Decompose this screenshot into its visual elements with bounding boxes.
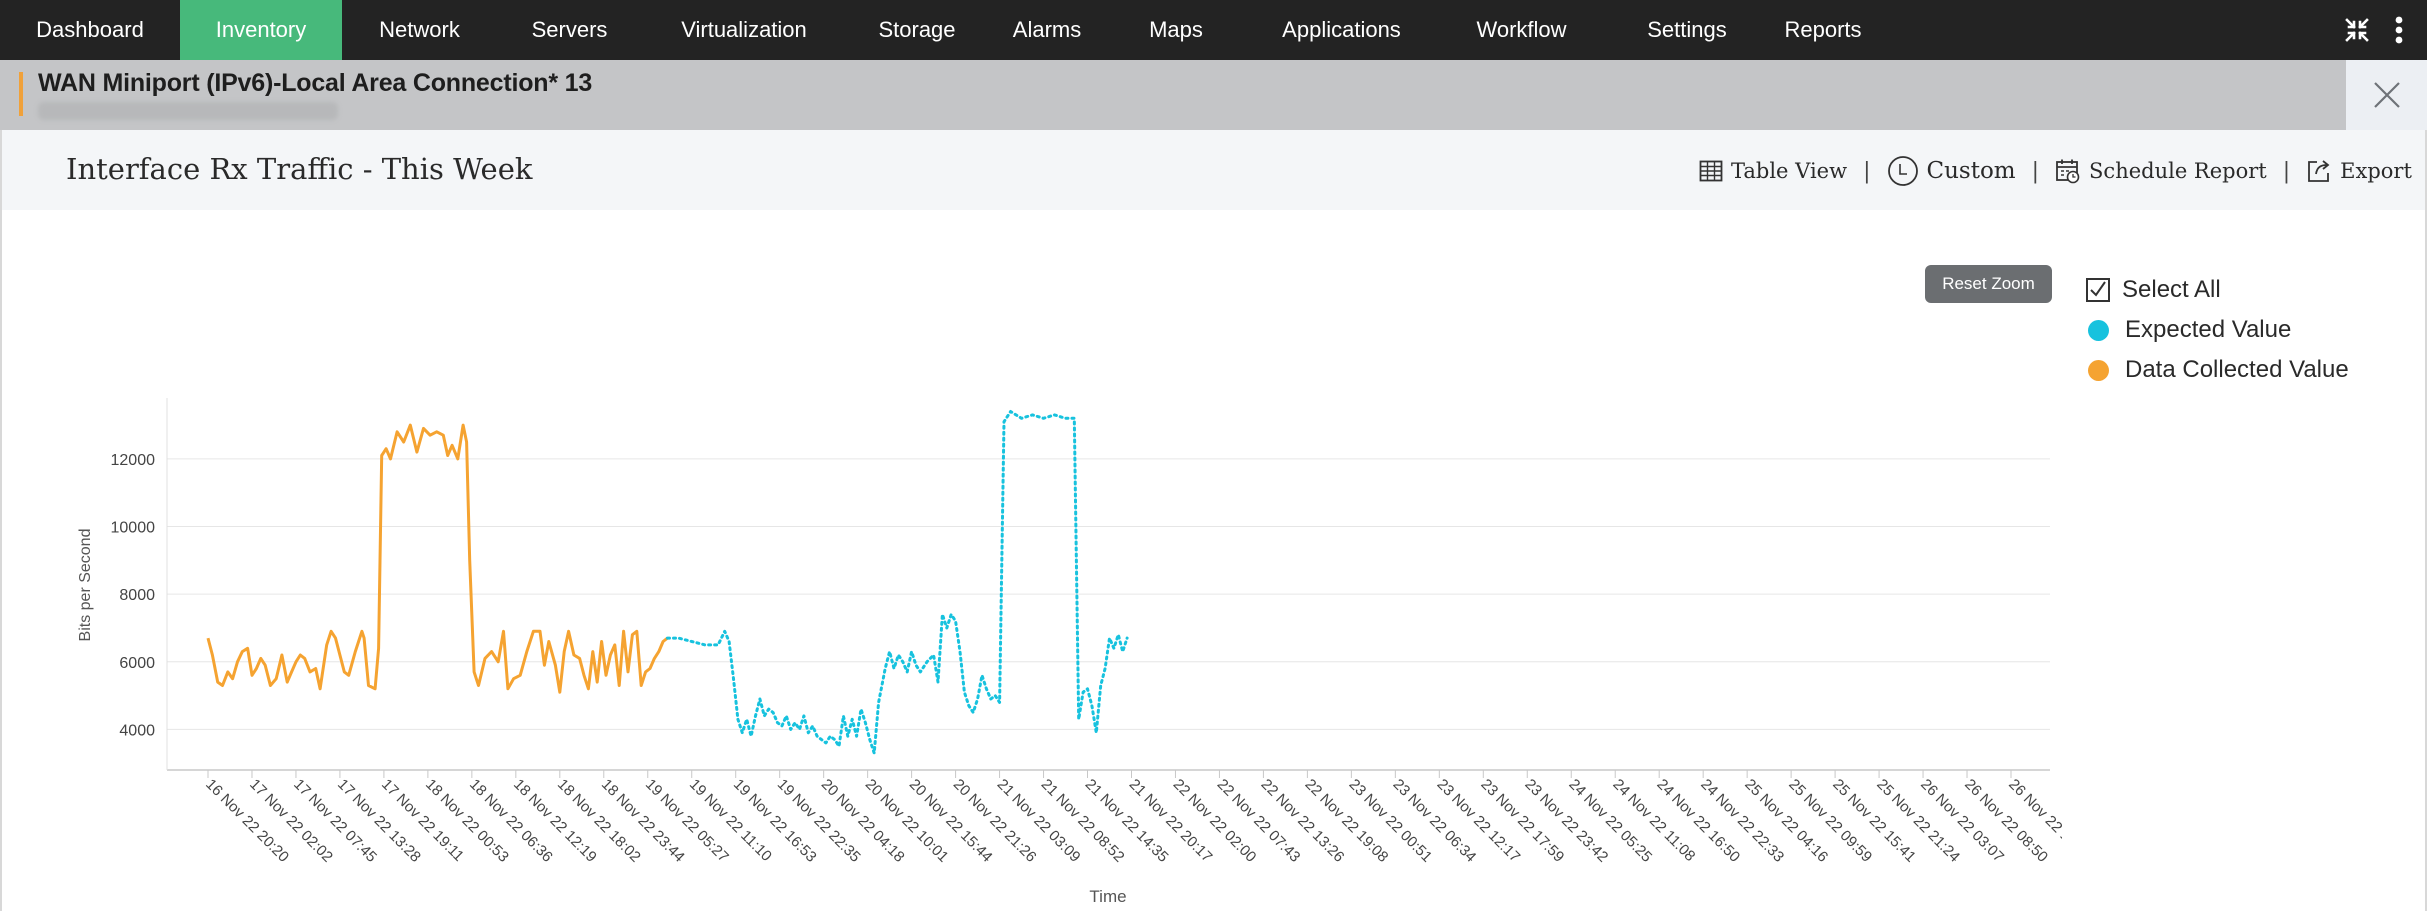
legend-item-expected-value[interactable]: Expected Value xyxy=(2086,310,2349,350)
legend-item-data-collected-value[interactable]: Data Collected Value xyxy=(2086,350,2349,390)
close-icon xyxy=(2373,82,2400,108)
export-icon xyxy=(2308,160,2330,182)
chart-legend: Select All Expected Value Data Collected… xyxy=(2086,270,2349,390)
chart-panel: Interface Rx Traffic - This Week Table V… xyxy=(0,130,2427,911)
chart-toolbar: Table View | Custom | Schedule xyxy=(1699,154,2412,188)
nav-item-virtualization[interactable]: Virtualization xyxy=(681,17,807,42)
table-icon xyxy=(1699,160,1723,182)
chart-panel-title: Interface Rx Traffic - This Week xyxy=(66,152,533,186)
nav-item-storage[interactable]: Storage xyxy=(878,17,956,42)
nav-item-alarms[interactable]: Alarms xyxy=(1012,17,1082,42)
series-line-expected-value[interactable] xyxy=(666,410,1129,755)
clock-icon xyxy=(1887,156,1918,186)
toolbar-separator: | xyxy=(2282,158,2291,184)
calendar-icon xyxy=(2056,159,2080,184)
select-all-label: Select All xyxy=(2122,276,2221,303)
top-navigation: Dashboard Inventory Network Servers Virtuali… xyxy=(0,0,2427,60)
nav-item-maps[interactable]: Maps xyxy=(1149,17,1203,42)
chart-panel-header: Interface Rx Traffic - This Week Table V… xyxy=(2,130,2425,210)
nav-item-workflow[interactable]: Workflow xyxy=(1476,17,1567,42)
close-button[interactable] xyxy=(2346,60,2427,130)
collapse-icon[interactable] xyxy=(2344,17,2370,43)
table-view-button[interactable]: Table View xyxy=(1699,159,1847,183)
nav-item-applications[interactable]: Applications xyxy=(1282,17,1401,42)
data-collected-value-dot xyxy=(2088,359,2109,381)
custom-label: Custom xyxy=(1926,158,2016,184)
custom-period-button[interactable]: Custom xyxy=(1887,155,2016,187)
legend-select-all[interactable]: Select All xyxy=(2086,270,2349,310)
export-label: Export xyxy=(2340,159,2412,183)
series-line-data-collected-value[interactable] xyxy=(206,423,669,694)
device-subtitle-redacted xyxy=(38,102,338,120)
reset-zoom-button[interactable]: Reset Zoom xyxy=(1925,265,2052,303)
legend-item-label: Data Collected Value xyxy=(2125,356,2349,383)
more-vertical-icon[interactable] xyxy=(2394,15,2404,45)
legend-item-label: Expected Value xyxy=(2125,316,2292,343)
x-axis-title: Time xyxy=(1089,887,1126,906)
nav-item-reports[interactable]: Reports xyxy=(1784,17,1862,42)
check-icon xyxy=(2090,281,2106,297)
schedule-report-label: Schedule Report xyxy=(2089,159,2267,183)
expected-value-dot xyxy=(2088,319,2109,341)
nav-item-dashboard[interactable]: Dashboard xyxy=(36,17,144,42)
nav-item-settings[interactable]: Settings xyxy=(1647,17,1727,42)
device-header: WAN Miniport (IPv6)-Local Area Connectio… xyxy=(0,60,2427,130)
y-tick-label: 4000 xyxy=(119,722,155,739)
y-tick-label: 10000 xyxy=(111,520,156,537)
nav-item-servers[interactable]: Servers xyxy=(531,17,608,42)
device-accent-bar xyxy=(19,72,23,116)
toolbar-separator: | xyxy=(1863,158,1871,184)
export-button[interactable]: Export xyxy=(2306,158,2412,184)
nav-item-inventory[interactable]: Inventory xyxy=(180,0,342,60)
toolbar-separator: | xyxy=(2031,158,2040,184)
y-tick-label: 12000 xyxy=(111,452,156,469)
y-tick-label: 6000 xyxy=(119,655,155,672)
nav-item-network[interactable]: Network xyxy=(379,17,460,42)
table-view-label: Table View xyxy=(1731,159,1848,183)
y-tick-label: 8000 xyxy=(119,587,155,604)
select-all-checkbox[interactable] xyxy=(2086,278,2110,302)
device-title: WAN Miniport (IPv6)-Local Area Connectio… xyxy=(38,69,593,97)
x-tick-label: 16 Nov 22 20:20 xyxy=(202,776,292,866)
schedule-report-button[interactable]: Schedule Report xyxy=(2055,158,2267,184)
y-axis-title: Bits per Second xyxy=(77,529,94,642)
